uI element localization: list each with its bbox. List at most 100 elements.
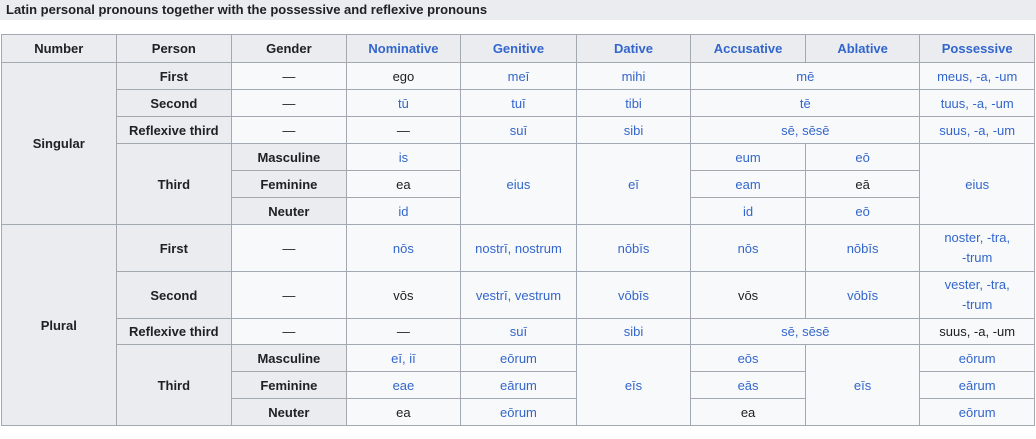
gen-link[interactable]: vestrī, vestrum bbox=[460, 271, 577, 319]
table-row: Third Masculine is eius eī eum eō eius bbox=[2, 143, 1035, 225]
gen-link[interactable]: eārum bbox=[460, 371, 577, 399]
nom-link[interactable]: id bbox=[345, 197, 462, 225]
person-first: First bbox=[115, 62, 233, 90]
poss-link[interactable]: eōrum bbox=[919, 398, 1035, 426]
header-possessive-link[interactable]: Possessive bbox=[919, 34, 1035, 63]
pronoun-table: Number Person Gender Nominative Genitive… bbox=[1, 34, 1035, 426]
nom-cell: — bbox=[345, 318, 462, 345]
nom-link[interactable]: eae bbox=[345, 371, 462, 399]
gen-link[interactable]: eius bbox=[460, 143, 577, 225]
table-row: Neuter id id eō bbox=[2, 197, 1035, 225]
dat-link[interactable]: tibi bbox=[575, 89, 692, 117]
person-reflexive-third: Reflexive third bbox=[115, 318, 233, 345]
table-row: Neuter ea eōrum ea eōrum bbox=[2, 398, 1035, 426]
header-genitive-link[interactable]: Genitive bbox=[460, 34, 577, 63]
gen-link[interactable]: suī bbox=[460, 116, 577, 144]
person-first: First bbox=[115, 224, 233, 272]
acc-link[interactable]: nōs bbox=[690, 224, 806, 272]
table-row: Second — vōs vestrī, vestrum vōbīs vōs v… bbox=[2, 271, 1035, 319]
header-dative-link[interactable]: Dative bbox=[575, 34, 692, 63]
poss-line-1: noster, -tra, bbox=[944, 230, 1011, 245]
dat-link[interactable]: eī bbox=[575, 143, 692, 225]
gen-link[interactable]: nostrī, nostrum bbox=[460, 224, 577, 272]
table-row: Third Masculine eī, iī eōrum eīs eōs eīs… bbox=[2, 344, 1035, 426]
nom-cell: ea bbox=[345, 398, 462, 426]
poss-link[interactable]: meus, -a, -um bbox=[919, 62, 1035, 90]
table-row: Feminine ea eam eā bbox=[2, 170, 1035, 198]
number-plural: Plural bbox=[1, 224, 117, 426]
dat-link[interactable]: nōbīs bbox=[575, 224, 692, 272]
poss-cell: suus, -a, -um bbox=[919, 318, 1035, 345]
gender-cell: — bbox=[231, 224, 347, 272]
gen-link[interactable]: suī bbox=[460, 318, 577, 345]
abl-link[interactable]: eīs bbox=[804, 344, 921, 426]
poss-line-2: -trum bbox=[962, 297, 993, 312]
acc-link[interactable]: eum bbox=[690, 143, 806, 171]
header-ablative-link[interactable]: Ablative bbox=[804, 34, 921, 63]
dat-link[interactable]: sibi bbox=[575, 116, 692, 144]
abl-link[interactable]: eō bbox=[804, 197, 921, 225]
table-row: Singular First — ego meī mihi mē meus, -… bbox=[1, 62, 1035, 225]
abl-link[interactable]: eō bbox=[804, 143, 921, 171]
dat-link[interactable]: eīs bbox=[575, 344, 692, 426]
nom-link[interactable]: is bbox=[345, 143, 462, 171]
poss-link[interactable]: eārum bbox=[919, 371, 1035, 399]
person-second: Second bbox=[115, 271, 233, 319]
nom-link[interactable]: eī, iī bbox=[345, 344, 462, 372]
person-third: Third bbox=[115, 344, 233, 426]
nom-link[interactable]: tū bbox=[345, 89, 462, 117]
gender-feminine: Feminine bbox=[231, 170, 347, 198]
table-caption: Latin personal pronouns together with th… bbox=[0, 0, 1036, 20]
poss-link[interactable]: noster, -tra, -trum bbox=[919, 224, 1035, 272]
poss-link[interactable]: eius bbox=[919, 143, 1035, 225]
gender-cell: — bbox=[231, 271, 347, 319]
dat-link[interactable]: mihi bbox=[575, 62, 692, 90]
acc-cell: vōs bbox=[690, 271, 806, 319]
header-accusative-link[interactable]: Accusative bbox=[690, 34, 806, 63]
gender-masculine: Masculine bbox=[231, 143, 347, 171]
gender-cell: — bbox=[231, 89, 347, 117]
abl-link[interactable]: nōbīs bbox=[804, 224, 921, 272]
acc-link[interactable]: eās bbox=[690, 371, 806, 399]
poss-link[interactable]: eōrum bbox=[919, 344, 1035, 372]
table-row: Plural First — nōs nostrī, nostrum nōbīs… bbox=[1, 224, 1035, 426]
gen-link[interactable]: eōrum bbox=[460, 398, 577, 426]
nom-link[interactable]: nōs bbox=[345, 224, 462, 272]
dat-link[interactable]: vōbīs bbox=[575, 271, 692, 319]
accabl-link[interactable]: tē bbox=[690, 89, 921, 117]
header-nominative-link[interactable]: Nominative bbox=[345, 34, 462, 63]
poss-line-2: -trum bbox=[962, 250, 993, 265]
gender-masculine: Masculine bbox=[231, 344, 347, 372]
nom-cell: — bbox=[345, 116, 462, 144]
accabl-link[interactable]: sē, sēsē bbox=[690, 318, 921, 345]
poss-link[interactable]: tuus, -a, -um bbox=[919, 89, 1035, 117]
nom-cell: vōs bbox=[345, 271, 462, 319]
acc-link[interactable]: eam bbox=[690, 170, 806, 198]
abl-cell: eā bbox=[804, 170, 921, 198]
gen-link[interactable]: tuī bbox=[460, 89, 577, 117]
poss-link[interactable]: vester, -tra, -trum bbox=[919, 271, 1035, 319]
gender-cell: — bbox=[231, 62, 347, 90]
poss-line-1: vester, -tra, bbox=[944, 277, 1010, 292]
accabl-link[interactable]: mē bbox=[690, 62, 921, 90]
gen-link[interactable]: meī bbox=[460, 62, 577, 90]
abl-link[interactable]: vōbīs bbox=[804, 271, 921, 319]
nom-cell: ea bbox=[345, 170, 462, 198]
dat-link[interactable]: sibi bbox=[575, 318, 692, 345]
person-reflexive-third: Reflexive third bbox=[115, 116, 233, 144]
table-row: Second — tū tuī tibi tē tuus, -a, -um bbox=[2, 89, 1035, 117]
table-row: Feminine eae eārum eās eārum bbox=[2, 371, 1035, 399]
header-person: Person bbox=[115, 34, 233, 63]
gender-neuter: Neuter bbox=[231, 197, 347, 225]
table-row: Reflexive third — — suī sibi sē, sēsē su… bbox=[2, 116, 1035, 144]
poss-link[interactable]: suus, -a, -um bbox=[919, 116, 1035, 144]
table-row: Reflexive third — — suī sibi sē, sēsē su… bbox=[2, 318, 1035, 345]
header-gender: Gender bbox=[231, 34, 347, 63]
accabl-link[interactable]: sē, sēsē bbox=[690, 116, 921, 144]
acc-link[interactable]: id bbox=[690, 197, 806, 225]
acc-link[interactable]: eōs bbox=[690, 344, 806, 372]
gender-feminine: Feminine bbox=[231, 371, 347, 399]
acc-cell: ea bbox=[690, 398, 806, 426]
gender-cell: — bbox=[231, 116, 347, 144]
gen-link[interactable]: eōrum bbox=[460, 344, 577, 372]
